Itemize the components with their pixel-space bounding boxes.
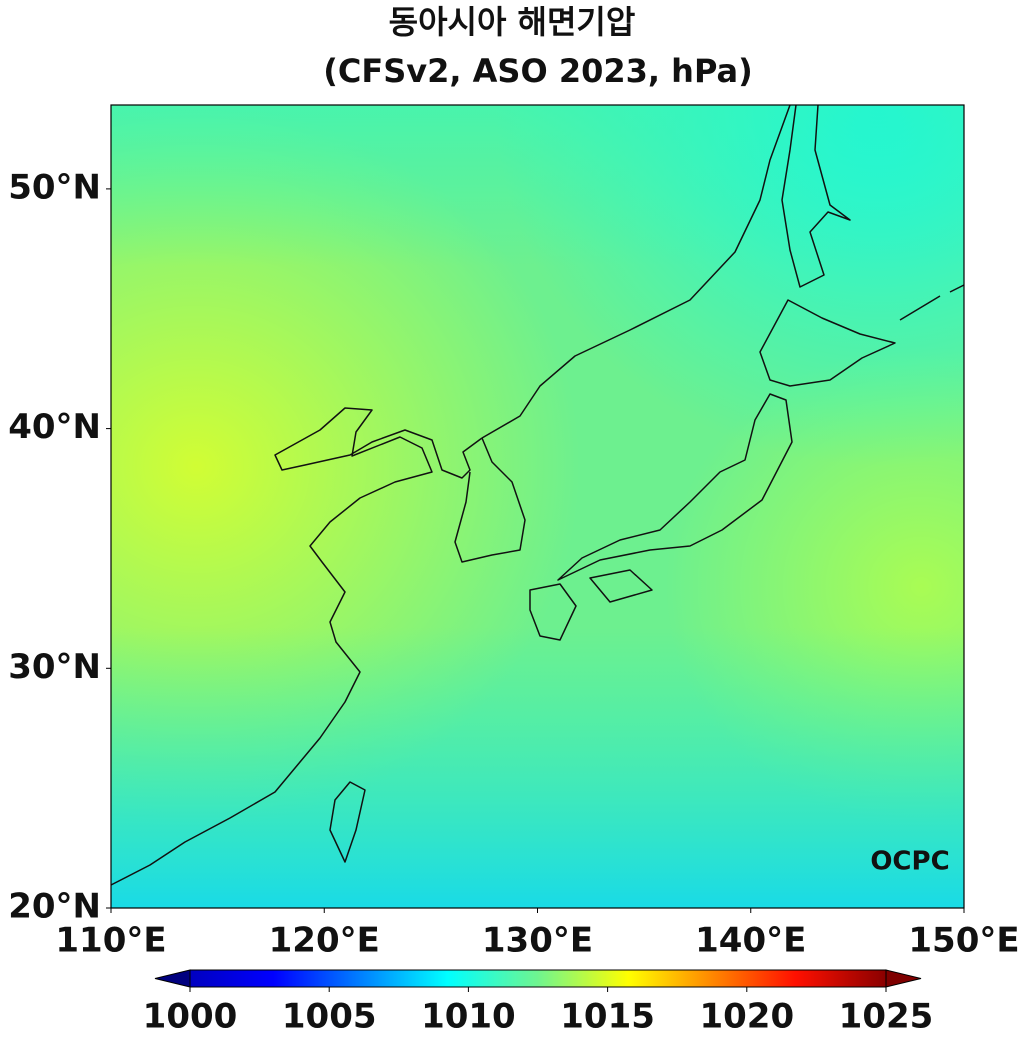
coastlines xyxy=(110,104,965,886)
colorbar-tick-label: 1015 xyxy=(560,997,655,1037)
colorbar-tick-label: 1005 xyxy=(282,997,377,1037)
x-tick-label: 120°E xyxy=(269,921,380,961)
title: 동아시아 해면기압 xyxy=(389,3,636,41)
coast-korea xyxy=(481,104,791,439)
colorbar-bar xyxy=(189,969,887,988)
colorbar-tick-label: 1000 xyxy=(143,997,238,1037)
coast-china xyxy=(110,407,483,886)
colorbar-tick-label: 1020 xyxy=(699,997,794,1037)
coast-kuril xyxy=(899,284,965,321)
map-shade xyxy=(111,105,964,908)
x-tick-label: 130°E xyxy=(482,921,593,961)
coast-shikoku xyxy=(589,569,653,603)
coast-taiwan xyxy=(329,781,366,863)
colorbar-tick-label: 1025 xyxy=(839,997,934,1037)
y-tick-label: 40°N xyxy=(8,407,101,447)
coast-kyushu xyxy=(529,583,577,641)
colorbar xyxy=(154,969,922,988)
logo: OCPC xyxy=(870,847,949,877)
y-tick-label: 20°N xyxy=(8,887,101,927)
colorbar-extend-low xyxy=(154,969,191,988)
x-tick-label: 140°E xyxy=(695,921,806,961)
coast-sakhalin xyxy=(781,104,851,288)
coast-hokkaido xyxy=(759,299,896,387)
coast-honshu xyxy=(557,393,793,581)
colorbar-extend-high xyxy=(885,969,922,988)
y-tick-label: 50°N xyxy=(8,167,101,207)
y-tick-label: 30°N xyxy=(8,647,101,687)
map: OCPC xyxy=(110,104,965,909)
x-tick-label: 110°E xyxy=(55,921,166,961)
subtitle: (CFSv2, ASO 2023, hPa) xyxy=(323,52,753,90)
colorbar-tick-label: 1010 xyxy=(421,997,516,1037)
x-tick-label: 150°E xyxy=(908,921,1019,961)
coast-korea-south xyxy=(454,437,526,563)
